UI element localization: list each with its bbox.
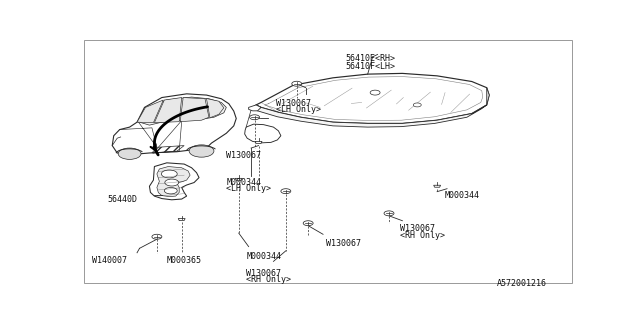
Polygon shape <box>434 185 440 187</box>
Text: W130067: W130067 <box>326 239 360 248</box>
Circle shape <box>189 145 214 157</box>
Circle shape <box>118 148 141 159</box>
Text: <RH Only>: <RH Only> <box>400 231 445 240</box>
Text: <LH Only>: <LH Only> <box>276 105 321 114</box>
Circle shape <box>164 188 177 194</box>
Text: W130067: W130067 <box>400 224 435 233</box>
Polygon shape <box>140 97 227 125</box>
Polygon shape <box>137 100 163 123</box>
Circle shape <box>370 90 380 95</box>
Polygon shape <box>256 73 489 124</box>
Circle shape <box>292 81 301 86</box>
Text: 56410F<LH>: 56410F<LH> <box>346 62 396 71</box>
Text: W130067: W130067 <box>227 150 261 159</box>
Text: M000344: M000344 <box>445 191 479 200</box>
Circle shape <box>384 211 394 216</box>
Circle shape <box>250 115 260 120</box>
Text: <RH Only>: <RH Only> <box>246 275 291 284</box>
Text: W130067: W130067 <box>246 269 281 278</box>
Polygon shape <box>180 98 209 122</box>
Polygon shape <box>178 219 185 220</box>
Polygon shape <box>486 88 489 105</box>
Text: W140007: W140007 <box>92 256 127 266</box>
Polygon shape <box>253 105 486 127</box>
Polygon shape <box>255 141 262 143</box>
Text: M000344: M000344 <box>246 252 281 260</box>
Circle shape <box>165 179 179 186</box>
Circle shape <box>281 189 291 194</box>
Circle shape <box>413 103 421 107</box>
Polygon shape <box>249 105 261 111</box>
Text: M000344: M000344 <box>227 178 261 187</box>
Polygon shape <box>157 166 190 196</box>
Text: 56410E<RH>: 56410E<RH> <box>346 54 396 63</box>
Polygon shape <box>244 124 281 143</box>
Text: W130067: W130067 <box>276 99 311 108</box>
Circle shape <box>303 221 313 226</box>
Polygon shape <box>112 94 236 155</box>
Polygon shape <box>150 163 199 200</box>
Text: <LH Only>: <LH Only> <box>227 184 271 193</box>
Polygon shape <box>236 178 242 180</box>
Text: 56440D: 56440D <box>108 195 138 204</box>
Text: A572001216: A572001216 <box>497 279 547 288</box>
Polygon shape <box>207 99 224 118</box>
Polygon shape <box>154 98 182 123</box>
Circle shape <box>152 234 162 239</box>
Text: M000365: M000365 <box>167 256 202 266</box>
Circle shape <box>161 170 177 178</box>
